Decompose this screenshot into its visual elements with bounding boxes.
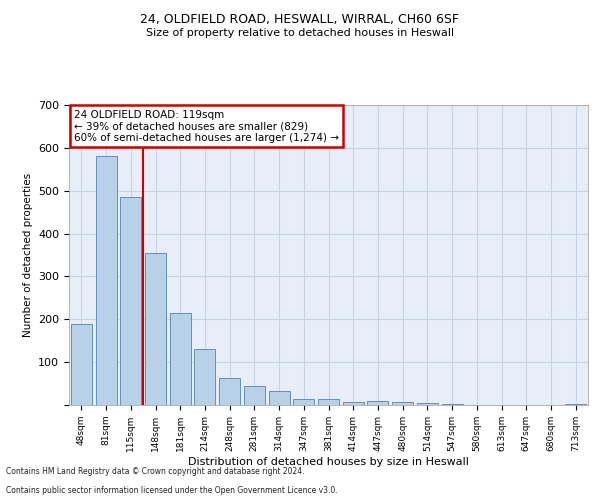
Text: 24 OLDFIELD ROAD: 119sqm
← 39% of detached houses are smaller (829)
60% of semi-: 24 OLDFIELD ROAD: 119sqm ← 39% of detach…: [74, 110, 339, 142]
Y-axis label: Number of detached properties: Number of detached properties: [23, 173, 32, 337]
Text: Contains public sector information licensed under the Open Government Licence v3: Contains public sector information licen…: [6, 486, 338, 495]
Bar: [318, 398, 339, 405]
Bar: [417, 403, 438, 405]
Bar: [170, 313, 191, 405]
Bar: [244, 386, 265, 405]
Bar: [392, 402, 413, 405]
Bar: [565, 404, 586, 405]
Bar: [293, 398, 314, 405]
Bar: [194, 350, 215, 405]
Text: 24, OLDFIELD ROAD, HESWALL, WIRRAL, CH60 6SF: 24, OLDFIELD ROAD, HESWALL, WIRRAL, CH60…: [140, 12, 460, 26]
Bar: [95, 156, 116, 405]
Bar: [269, 392, 290, 405]
Bar: [219, 378, 240, 405]
Bar: [120, 197, 141, 405]
Bar: [367, 400, 388, 405]
Bar: [343, 402, 364, 405]
Text: Contains HM Land Registry data © Crown copyright and database right 2024.: Contains HM Land Registry data © Crown c…: [6, 467, 305, 476]
X-axis label: Distribution of detached houses by size in Heswall: Distribution of detached houses by size …: [188, 456, 469, 466]
Bar: [442, 404, 463, 405]
Bar: [145, 253, 166, 405]
Bar: [71, 324, 92, 405]
Text: Size of property relative to detached houses in Heswall: Size of property relative to detached ho…: [146, 28, 454, 38]
